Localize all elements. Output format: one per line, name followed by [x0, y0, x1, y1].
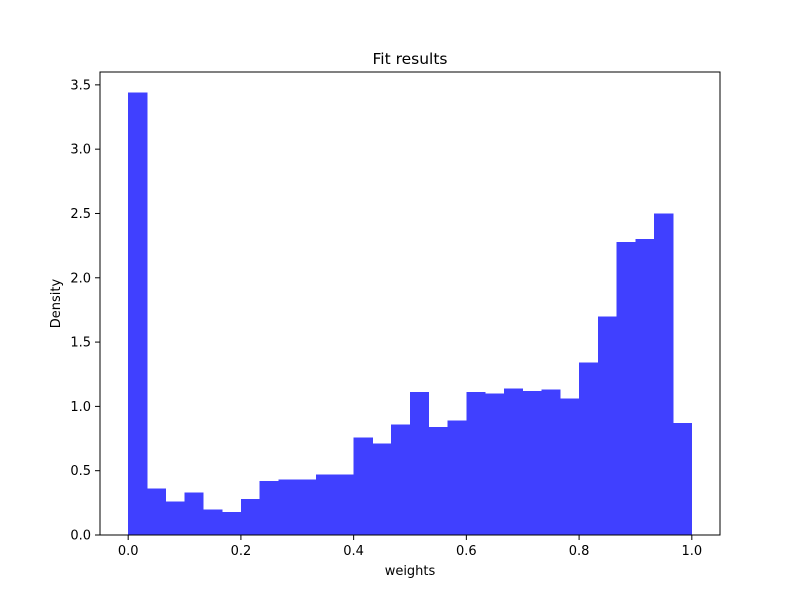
y-tick-label: 0.0	[70, 529, 91, 544]
y-tick-label: 2.0	[70, 271, 91, 286]
y-axis-label: Density	[49, 278, 64, 328]
histogram-bar	[485, 393, 505, 535]
x-tick-label: 1.0	[681, 544, 702, 559]
y-tick-label: 1.0	[70, 400, 91, 415]
histogram-bar	[447, 420, 467, 535]
histogram-bar	[203, 509, 223, 535]
x-tick-label: 0.0	[118, 544, 139, 559]
histogram-bar	[297, 479, 317, 535]
y-tick-label: 1.5	[70, 336, 91, 351]
histogram-bar	[316, 474, 336, 535]
histogram-bar	[353, 437, 373, 535]
y-tick-label: 3.0	[70, 143, 91, 158]
histogram-bar	[165, 501, 185, 535]
histogram-bar	[128, 92, 148, 536]
histogram-bar	[654, 213, 674, 535]
y-tick-label: 2.5	[70, 207, 91, 222]
histogram-bar	[616, 241, 636, 535]
histogram-bar	[541, 389, 561, 535]
histogram-bar	[184, 492, 204, 535]
y-tick-label: 3.5	[70, 78, 91, 93]
chart-title: Fit results	[372, 50, 447, 68]
histogram-bar	[240, 498, 261, 535]
histogram-bar	[372, 443, 392, 535]
x-tick-label: 0.8	[569, 544, 590, 559]
histogram-bar	[259, 480, 279, 535]
plot-frame	[99, 71, 721, 536]
histogram-bar	[222, 511, 242, 535]
histogram-bar	[466, 392, 486, 535]
histogram-bar	[146, 488, 167, 535]
histogram-bar	[503, 388, 524, 535]
histogram-bar	[560, 398, 580, 535]
x-tick-label: 0.2	[231, 544, 252, 559]
histogram-bar	[522, 390, 542, 535]
histogram-bar	[410, 392, 430, 535]
x-axis-ticks: 0.0 0.2 0.4 0.6 0.8 1.0	[118, 535, 702, 559]
y-axis-ticks: 0.0 0.5 1.0 1.5 2.0 2.5 3.0 3.5	[70, 78, 100, 544]
x-axis-label: weights	[385, 564, 436, 579]
histogram-bar	[579, 362, 599, 535]
y-tick-label: 0.5	[70, 464, 91, 479]
histogram-bar	[597, 316, 618, 535]
histogram-bar	[278, 479, 298, 535]
x-tick-label: 0.6	[456, 544, 477, 559]
histogram-bar	[391, 424, 411, 535]
x-tick-label: 0.4	[343, 544, 364, 559]
histogram-bar	[428, 426, 448, 535]
histogram-bars	[128, 92, 693, 536]
histogram-bar	[334, 474, 355, 535]
histogram-bar	[673, 423, 693, 535]
histogram-bar	[635, 239, 655, 535]
